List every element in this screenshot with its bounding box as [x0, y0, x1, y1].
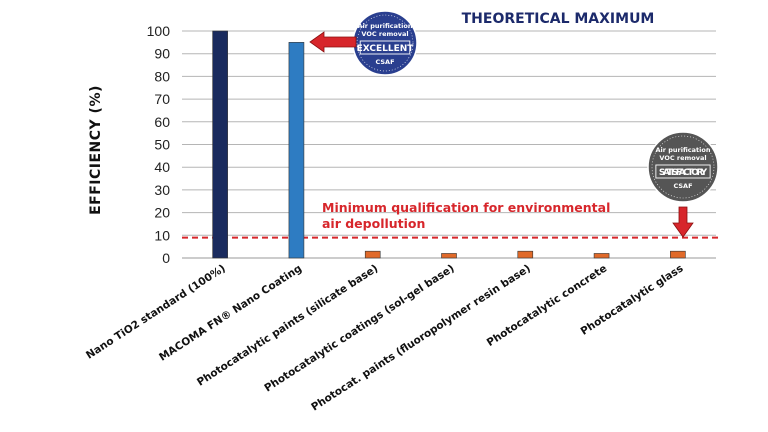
x-tick-label: Nano TiO2 standard (100%) — [84, 262, 228, 361]
badge-ring — [651, 135, 715, 199]
y-tick-label: 60 — [154, 114, 170, 130]
threshold-label-line1: Minimum qualification for environmental — [322, 200, 610, 215]
threshold-label-line2: air depollution — [322, 216, 425, 231]
arrow-excellent — [309, 31, 357, 53]
y-axis-ticks: 0 10 20 30 40 50 60 70 80 90 100 — [147, 23, 171, 266]
gridlines — [182, 30, 716, 259]
threshold-group: Minimum qualification for environmental … — [182, 200, 718, 239]
bar — [441, 253, 457, 259]
arrow-satisfactory — [672, 206, 694, 238]
badge-line2: VOC removal — [361, 30, 408, 38]
badge-ring — [356, 14, 414, 72]
y-tick-label: 20 — [154, 205, 170, 221]
bar — [593, 253, 610, 259]
bar — [364, 250, 381, 259]
y-tick-label: 100 — [147, 23, 171, 39]
arrow-down-icon — [672, 206, 694, 238]
y-tick-label: 0 — [162, 250, 170, 266]
badge-circle — [647, 131, 719, 203]
y-tick-label: 80 — [154, 68, 170, 84]
y-tick-label: 70 — [154, 91, 170, 107]
bar — [212, 30, 228, 259]
badge-footer: CSAF — [375, 58, 394, 66]
badge-line2: VOC removal — [659, 154, 706, 162]
arrow-left-icon — [309, 31, 357, 53]
bar — [517, 250, 534, 259]
chart-title: THEORETICAL MAXIMUM — [462, 11, 655, 27]
badge-line1: Air purification — [656, 146, 711, 154]
x-axis-labels: Nano TiO2 standard (100%)MACOMA FN® Nano… — [84, 262, 686, 413]
y-tick-label: 40 — [154, 159, 170, 175]
bars — [212, 30, 686, 259]
y-tick-label: 90 — [154, 46, 170, 62]
y-tick-label: 50 — [154, 137, 170, 153]
badge-line1: Air purification — [358, 22, 413, 30]
bar — [670, 250, 686, 259]
badge-rating: EXCELLENT — [357, 44, 415, 54]
badge-rating-frame — [359, 40, 411, 55]
y-axis-label: EFFICIENCY (%) — [88, 85, 104, 215]
bar — [288, 42, 305, 259]
badge-footer: CSAF — [673, 182, 692, 190]
badge-rating: SATISFACTORY — [659, 168, 708, 178]
y-tick-label: 10 — [154, 227, 170, 243]
y-tick-label: 30 — [154, 182, 170, 198]
x-tick-label: Photocatalytic concrete — [485, 262, 609, 349]
x-tick-label: MACOMA FN® Nano Coating — [157, 262, 304, 363]
badge-rating-frame — [655, 164, 711, 179]
